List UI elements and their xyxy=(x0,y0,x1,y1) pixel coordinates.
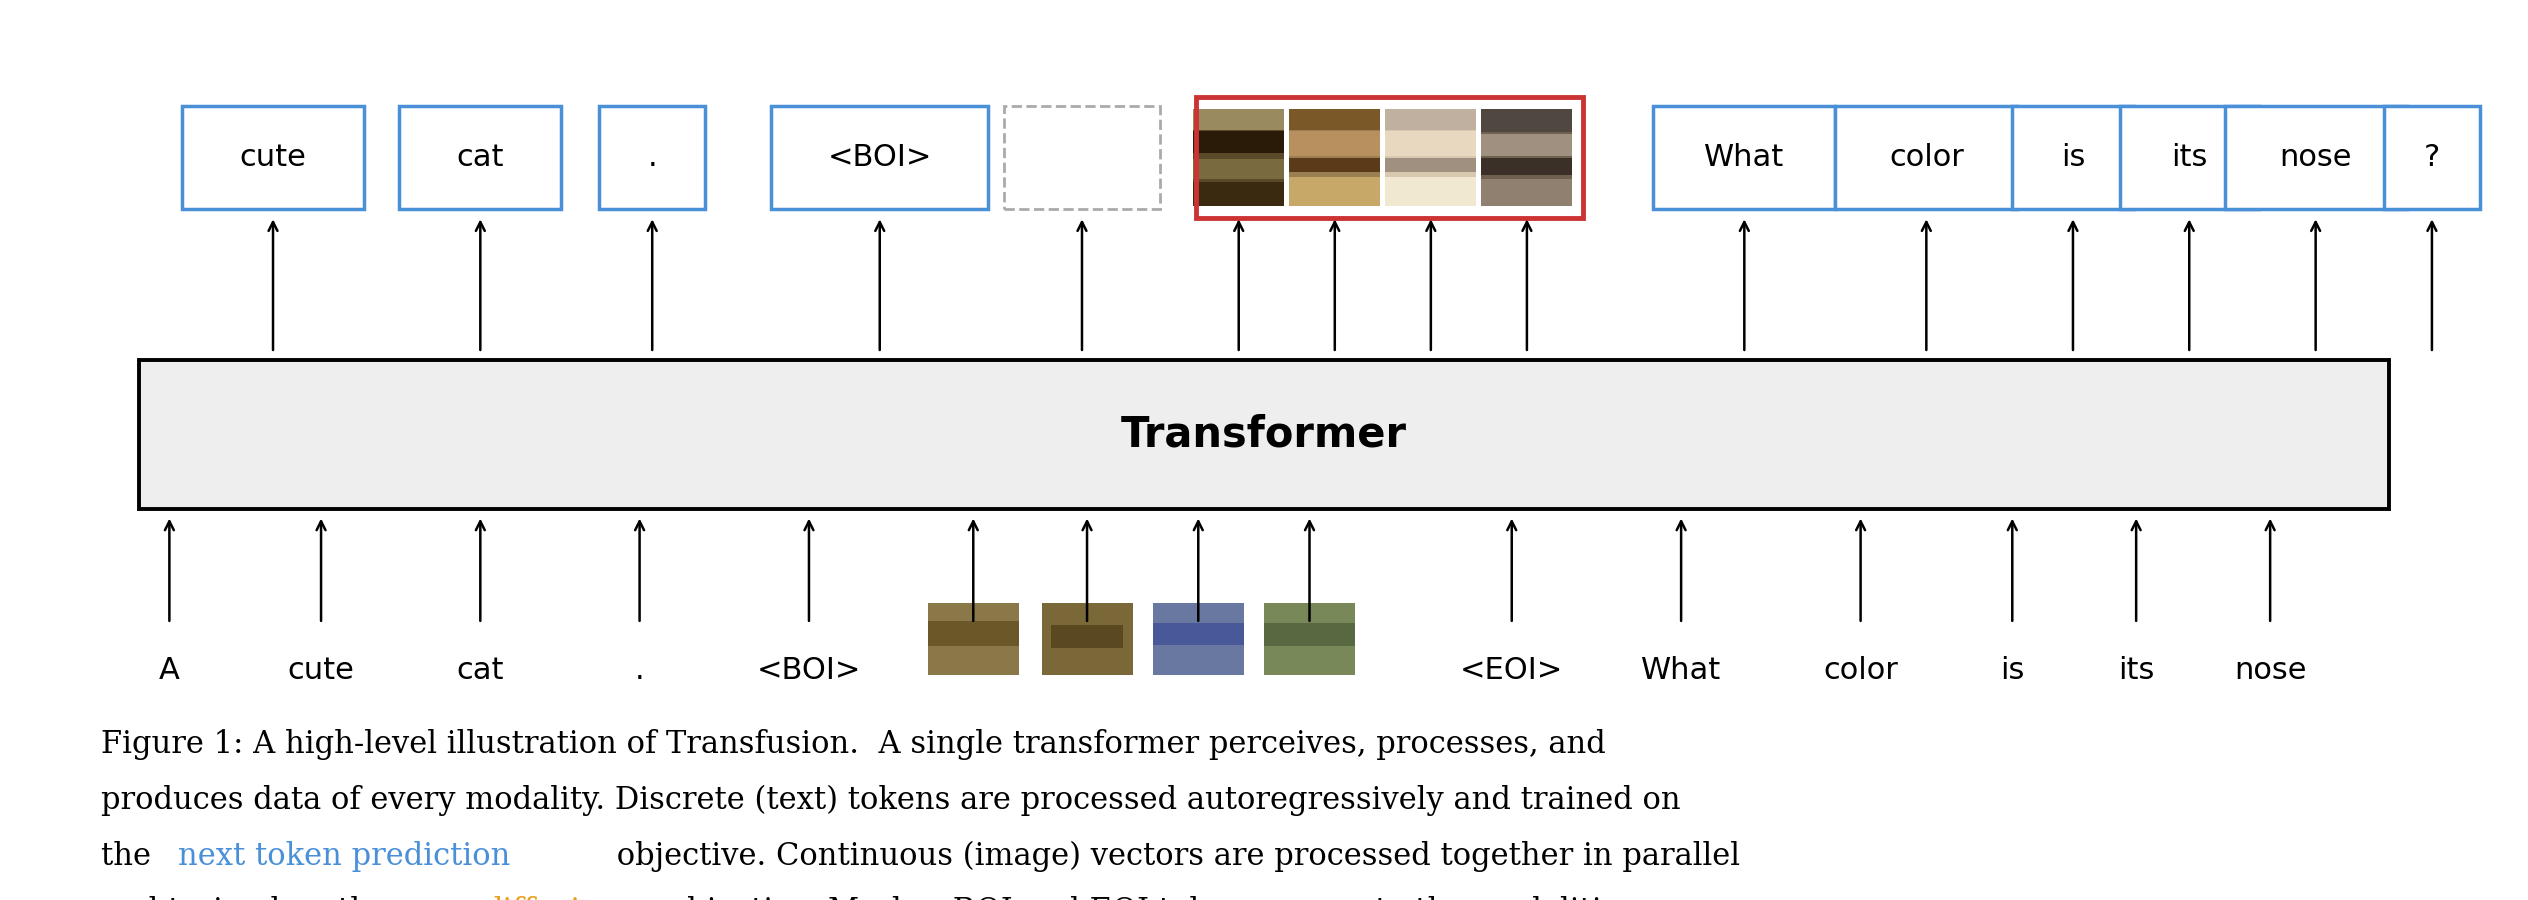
FancyBboxPatch shape xyxy=(1385,109,1476,130)
FancyBboxPatch shape xyxy=(182,106,364,210)
Text: objective. Marker BOI and EOI tokens separate the modalities.: objective. Marker BOI and EOI tokens sep… xyxy=(657,896,1646,900)
FancyBboxPatch shape xyxy=(1193,109,1284,130)
FancyBboxPatch shape xyxy=(1289,131,1380,156)
Text: next token prediction: next token prediction xyxy=(177,841,511,871)
FancyBboxPatch shape xyxy=(1385,131,1476,156)
FancyBboxPatch shape xyxy=(1153,603,1244,675)
Text: What: What xyxy=(1641,656,1722,685)
FancyBboxPatch shape xyxy=(1052,625,1122,648)
Text: cute: cute xyxy=(288,656,354,685)
FancyBboxPatch shape xyxy=(139,360,2389,508)
Text: produces data of every modality. Discrete (text) tokens are processed autoregres: produces data of every modality. Discret… xyxy=(101,785,1681,816)
FancyBboxPatch shape xyxy=(1004,106,1160,210)
Text: and trained on the: and trained on the xyxy=(101,896,397,900)
Text: cat: cat xyxy=(458,143,503,172)
FancyBboxPatch shape xyxy=(1481,109,1572,206)
FancyBboxPatch shape xyxy=(2012,106,2134,210)
FancyBboxPatch shape xyxy=(2384,106,2480,210)
Text: cat: cat xyxy=(458,656,503,685)
FancyBboxPatch shape xyxy=(1481,179,1572,206)
FancyBboxPatch shape xyxy=(1289,158,1380,172)
Text: is: is xyxy=(2000,656,2025,685)
FancyBboxPatch shape xyxy=(1264,623,1355,646)
FancyBboxPatch shape xyxy=(1835,106,2017,210)
FancyBboxPatch shape xyxy=(1481,158,1572,175)
FancyBboxPatch shape xyxy=(1653,106,1835,210)
Text: A: A xyxy=(159,656,179,685)
Text: .: . xyxy=(647,143,657,172)
Text: its: its xyxy=(2118,656,2154,685)
FancyBboxPatch shape xyxy=(1385,158,1476,172)
Text: Transformer: Transformer xyxy=(1120,413,1408,455)
Text: its: its xyxy=(2172,143,2207,172)
FancyBboxPatch shape xyxy=(1481,109,1572,132)
Text: is: is xyxy=(2060,143,2086,172)
FancyBboxPatch shape xyxy=(1385,177,1476,206)
FancyBboxPatch shape xyxy=(1193,182,1284,206)
FancyBboxPatch shape xyxy=(1481,134,1572,156)
Text: What: What xyxy=(1704,143,1785,172)
FancyBboxPatch shape xyxy=(1193,131,1284,153)
FancyBboxPatch shape xyxy=(1153,623,1244,644)
FancyBboxPatch shape xyxy=(399,106,561,210)
FancyBboxPatch shape xyxy=(1193,159,1284,179)
Text: objective. Continuous (image) vectors are processed together in parallel: objective. Continuous (image) vectors ar… xyxy=(607,841,1739,872)
FancyBboxPatch shape xyxy=(2225,106,2407,210)
Text: <BOI>: <BOI> xyxy=(827,143,933,172)
FancyBboxPatch shape xyxy=(1385,109,1476,206)
Text: nose: nose xyxy=(2235,656,2306,685)
FancyBboxPatch shape xyxy=(928,621,1019,646)
Text: cute: cute xyxy=(240,143,306,172)
Text: the: the xyxy=(101,841,162,871)
FancyBboxPatch shape xyxy=(599,106,705,210)
FancyBboxPatch shape xyxy=(771,106,988,210)
Text: Figure 1: A high-level illustration of Transfusion.  A single transformer percei: Figure 1: A high-level illustration of T… xyxy=(101,729,1605,760)
FancyBboxPatch shape xyxy=(1289,109,1380,130)
Text: diffusion: diffusion xyxy=(483,896,619,900)
Text: color: color xyxy=(1823,656,1899,685)
Text: ?: ? xyxy=(2424,143,2440,172)
FancyBboxPatch shape xyxy=(1289,177,1380,206)
FancyBboxPatch shape xyxy=(1289,109,1380,206)
FancyBboxPatch shape xyxy=(1264,603,1355,675)
FancyBboxPatch shape xyxy=(928,603,1019,675)
Text: <BOI>: <BOI> xyxy=(756,656,862,685)
Text: .: . xyxy=(635,656,645,685)
FancyBboxPatch shape xyxy=(1042,603,1133,675)
FancyBboxPatch shape xyxy=(1193,109,1284,206)
FancyBboxPatch shape xyxy=(2118,106,2260,210)
Text: <EOI>: <EOI> xyxy=(1461,656,1562,685)
Text: color: color xyxy=(1888,143,1964,172)
Text: nose: nose xyxy=(2280,143,2351,172)
